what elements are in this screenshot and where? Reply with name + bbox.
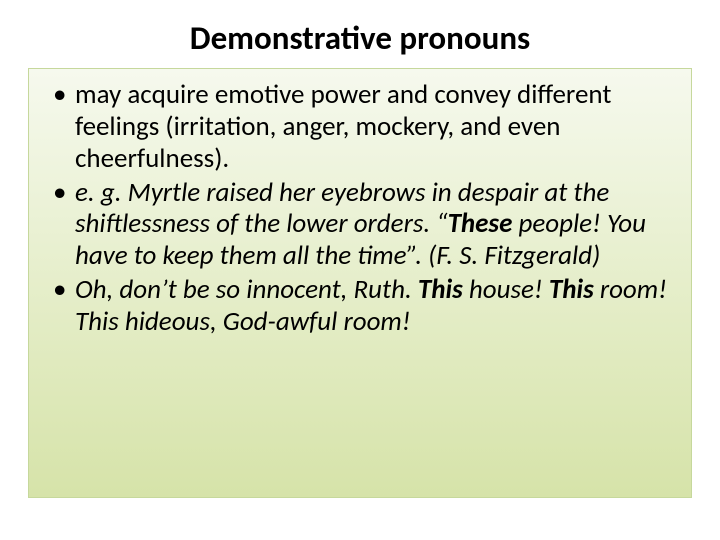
list-item: e. g. Myrtle raised her eyebrows in desp…: [47, 177, 673, 273]
slide: Demonstrative pronouns may acquire emoti…: [0, 0, 720, 540]
content-box: may acquire emotive power and convey dif…: [28, 68, 692, 498]
text-run: This: [549, 273, 594, 306]
text-run: may acquire emotive power and convey dif…: [75, 78, 611, 175]
slide-title: Demonstrative pronouns: [28, 18, 692, 58]
text-run: Oh, don’t be so innocent, Ruth.: [75, 273, 418, 306]
text-run: house!: [463, 273, 549, 306]
list-item: Oh, don’t be so innocent, Ruth. This hou…: [47, 274, 673, 338]
text-run: This: [418, 273, 463, 306]
bullet-list: may acquire emotive power and convey dif…: [47, 79, 673, 338]
text-run: These: [448, 207, 513, 240]
list-item: may acquire emotive power and convey dif…: [47, 79, 673, 175]
